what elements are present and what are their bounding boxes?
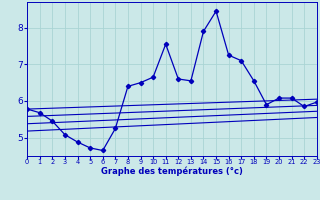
X-axis label: Graphe des températures (°c): Graphe des températures (°c)	[101, 167, 243, 176]
